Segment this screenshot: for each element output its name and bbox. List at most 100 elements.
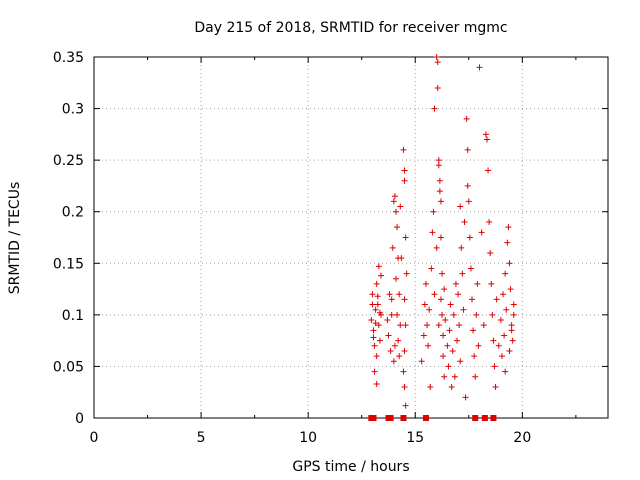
data-point [391, 342, 398, 349]
data-point [474, 280, 481, 287]
data-point [435, 322, 442, 329]
data-point [373, 380, 380, 387]
data-point [437, 198, 444, 205]
data-point [473, 311, 480, 318]
data-point [448, 384, 455, 391]
data-point [376, 337, 383, 344]
data-point [392, 275, 399, 282]
data-point [476, 64, 483, 71]
data-point [369, 301, 376, 308]
data-point [454, 337, 461, 344]
data-point [371, 342, 378, 349]
data-point [424, 322, 431, 329]
data-point [442, 317, 449, 324]
data-point [439, 311, 446, 318]
data-point [506, 347, 513, 354]
data-point [422, 280, 429, 287]
data-point [402, 234, 409, 241]
data-point [447, 301, 454, 308]
data-point [401, 296, 408, 303]
data-point [397, 322, 404, 329]
data-point [475, 342, 482, 349]
data-point [433, 54, 440, 60]
x-tick-label: 0 [90, 430, 99, 446]
data-point [396, 353, 403, 360]
data-point [425, 342, 432, 349]
data-point [492, 384, 499, 391]
data-point [390, 198, 397, 205]
data-point [384, 317, 391, 324]
data-point [402, 322, 409, 329]
data-point [377, 272, 384, 279]
data-point [441, 373, 448, 380]
data-point [449, 347, 456, 354]
zero-data-point [400, 415, 407, 421]
data-point [371, 368, 378, 375]
data-point [420, 332, 427, 339]
data-point [441, 286, 448, 293]
data-point [394, 311, 401, 318]
data-point [485, 167, 492, 174]
data-point [426, 306, 433, 313]
data-point [504, 239, 511, 246]
data-point [450, 311, 457, 318]
data-point [451, 373, 458, 380]
x-tick-label: 20 [513, 430, 531, 446]
data-point [431, 291, 438, 298]
data-point [397, 203, 404, 210]
data-point [402, 402, 409, 409]
data-point [446, 327, 453, 334]
data-point [469, 296, 476, 303]
data-point [369, 291, 376, 298]
data-point [375, 322, 382, 329]
zero-data-point [490, 415, 497, 421]
zero-data-point [481, 415, 488, 421]
data-point [464, 182, 471, 189]
data-point [507, 286, 514, 293]
data-point [396, 291, 403, 298]
y-tick-label: 0.3 [62, 102, 84, 118]
x-axis-label: GPS time / hours [292, 459, 409, 475]
axis-ticks [93, 56, 608, 419]
data-point [482, 131, 489, 138]
x-tick-label: 15 [406, 430, 424, 446]
data-point [421, 301, 428, 308]
data-point [372, 320, 379, 327]
data-point [445, 363, 452, 370]
data-point [500, 291, 507, 298]
data-point [374, 301, 381, 308]
data-point [427, 384, 434, 391]
data-point [506, 260, 513, 267]
data-point [398, 255, 405, 262]
y-tick-label: 0.35 [53, 50, 84, 66]
data-point [472, 373, 479, 380]
data-point [388, 311, 395, 318]
zero-data-point [370, 415, 377, 421]
plot-frame [93, 56, 609, 419]
y-axis-label: SRMTID / TECUs [7, 182, 23, 295]
data-point [436, 188, 443, 195]
data-point [498, 353, 505, 360]
data-point [457, 358, 464, 365]
data-point [428, 265, 435, 272]
data-point [489, 311, 496, 318]
data-point [376, 309, 383, 316]
data-point [400, 368, 407, 375]
data-point [462, 394, 469, 401]
data-point [495, 342, 502, 349]
data-point [459, 270, 466, 277]
y-tick-label: 0 [75, 411, 84, 427]
data-point [501, 332, 508, 339]
data-point [488, 280, 495, 287]
data-point [373, 280, 380, 287]
data-point [372, 306, 379, 313]
data-point [458, 244, 465, 251]
data-point [375, 263, 382, 270]
data-point [401, 177, 408, 184]
zero-data-point [387, 415, 394, 421]
x-tick-labels: 0 5 10 15 20 [90, 430, 532, 446]
data-point [389, 244, 396, 251]
data-point [505, 224, 512, 231]
zero-data-point [422, 415, 429, 421]
